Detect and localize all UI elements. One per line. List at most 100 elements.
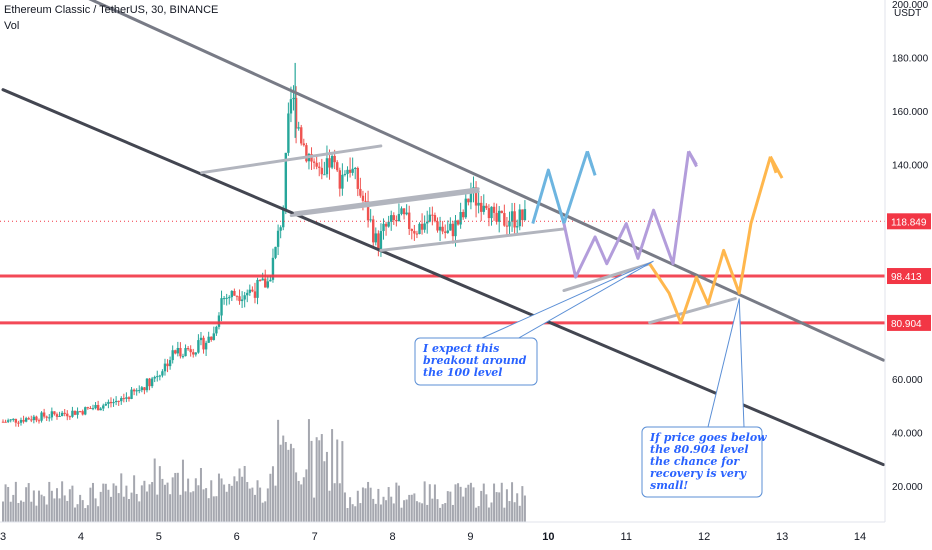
candle bbox=[55, 414, 59, 417]
volume-bar bbox=[166, 482, 169, 522]
volume-bar bbox=[174, 472, 177, 522]
volume-bars bbox=[2, 419, 526, 522]
volume-bar bbox=[503, 507, 506, 522]
candle bbox=[220, 298, 223, 316]
candle bbox=[292, 97, 295, 100]
volume-bar bbox=[415, 501, 418, 522]
candle bbox=[276, 230, 280, 247]
candle bbox=[405, 212, 408, 215]
volume-bar bbox=[176, 472, 179, 522]
candle bbox=[84, 407, 87, 415]
volume-bar bbox=[341, 441, 344, 522]
candle bbox=[117, 400, 120, 402]
candle bbox=[192, 352, 195, 355]
chart-title: Ethereum Classic / TetherUS, 30, BINANCE bbox=[4, 4, 219, 16]
candle bbox=[32, 416, 36, 421]
candle bbox=[120, 398, 123, 402]
volume-bar bbox=[284, 442, 287, 522]
candle bbox=[35, 416, 38, 421]
candle bbox=[166, 363, 169, 367]
volume-bar bbox=[27, 483, 30, 522]
volume-bar bbox=[513, 502, 516, 522]
candle bbox=[426, 221, 429, 224]
candle bbox=[161, 371, 164, 376]
candle bbox=[369, 219, 372, 221]
volume-bar bbox=[207, 498, 210, 522]
volume-bar bbox=[40, 494, 43, 522]
volume-bar bbox=[19, 500, 22, 522]
candle bbox=[181, 356, 185, 358]
candle bbox=[294, 97, 298, 129]
trend-line bbox=[293, 187, 480, 215]
volume-bar bbox=[102, 483, 105, 522]
price-badge-label: 98.413 bbox=[891, 272, 922, 283]
volume-bar bbox=[125, 485, 128, 522]
volume-bar bbox=[356, 490, 359, 522]
candle bbox=[482, 205, 485, 212]
volume-bar bbox=[454, 484, 457, 522]
annotation-text: recovery is very bbox=[650, 467, 748, 480]
volume-bar bbox=[282, 435, 285, 522]
candle bbox=[112, 402, 115, 404]
annotation-box bbox=[641, 426, 763, 498]
volume-bar bbox=[99, 491, 102, 522]
candle bbox=[261, 278, 264, 281]
volume-bar bbox=[94, 498, 97, 522]
volume-bar bbox=[9, 501, 12, 522]
candle bbox=[323, 174, 326, 176]
candle bbox=[382, 223, 385, 232]
volume-bar bbox=[351, 504, 354, 522]
time-tick-label: 4 bbox=[78, 531, 84, 543]
volume-bar bbox=[43, 496, 46, 522]
volume-bar bbox=[451, 504, 454, 522]
projection-arrowhead bbox=[687, 150, 698, 168]
candle bbox=[9, 419, 12, 421]
time-tick-label: 14 bbox=[854, 531, 866, 543]
candle bbox=[418, 223, 421, 235]
candle bbox=[379, 231, 383, 250]
volume-bar bbox=[205, 488, 208, 522]
candle bbox=[302, 143, 306, 146]
candle bbox=[351, 168, 354, 173]
volume-bar bbox=[145, 491, 148, 522]
candle bbox=[438, 226, 442, 231]
candle bbox=[328, 158, 331, 168]
volume-bar bbox=[158, 466, 161, 522]
volume-bar bbox=[477, 506, 480, 522]
candle bbox=[320, 167, 324, 175]
candle bbox=[343, 173, 347, 175]
volume-bar bbox=[346, 508, 349, 522]
candle bbox=[474, 187, 478, 206]
candle bbox=[384, 223, 388, 227]
time-tick-label: 9 bbox=[467, 531, 473, 543]
candle bbox=[122, 398, 126, 400]
candle bbox=[30, 419, 33, 421]
volume-bar bbox=[331, 429, 334, 522]
candle bbox=[464, 198, 467, 218]
volume-bar bbox=[130, 492, 133, 522]
trend-line bbox=[648, 297, 737, 325]
volume-bar bbox=[271, 466, 274, 522]
volume-bar bbox=[495, 492, 498, 522]
annotation-text: breakout around bbox=[423, 354, 527, 367]
candle bbox=[125, 397, 128, 399]
volume-bar bbox=[181, 459, 184, 522]
candle bbox=[63, 412, 66, 414]
candle bbox=[156, 376, 159, 378]
annotation-pointer bbox=[481, 260, 654, 339]
volume-bar bbox=[161, 478, 164, 522]
volume-bar bbox=[230, 485, 233, 522]
volume-bar bbox=[122, 496, 125, 522]
candle bbox=[282, 209, 285, 228]
volume-bar bbox=[310, 440, 313, 522]
candle bbox=[400, 208, 403, 214]
volume-bar bbox=[423, 481, 426, 522]
volume-bar bbox=[246, 481, 249, 522]
candle bbox=[145, 378, 149, 391]
volume-bar bbox=[202, 489, 205, 522]
volume-bar bbox=[328, 490, 331, 522]
candle bbox=[333, 155, 336, 163]
candle bbox=[297, 127, 300, 129]
time-tick-label: 6 bbox=[234, 531, 240, 543]
